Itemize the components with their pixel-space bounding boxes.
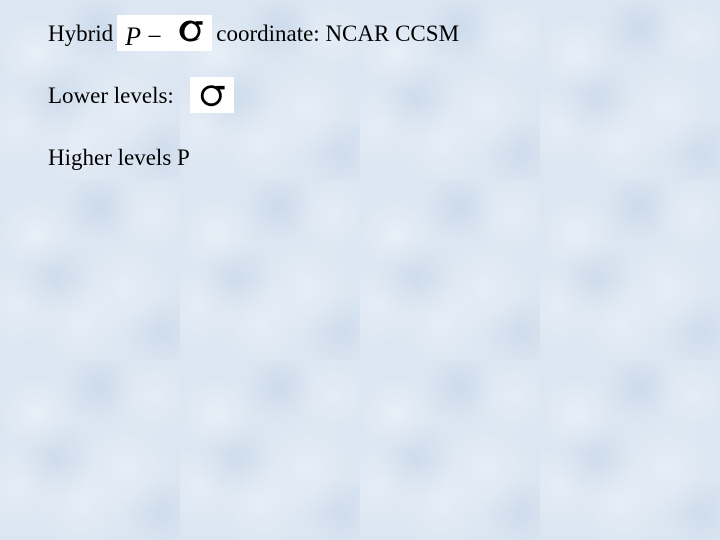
text-line-1: Hybrid P− coordinate: NCAR CCSM <box>48 16 459 50</box>
sigma-icon <box>176 17 204 45</box>
line2-part-a: Lower levels: <box>48 84 174 107</box>
sigma-icon <box>198 81 226 109</box>
formula-p-minus-sigma-glyphs: P− <box>125 17 204 50</box>
formula-sigma <box>190 77 234 113</box>
text-line-2: Lower levels: <box>48 78 238 112</box>
line1-part-b: coordinate: NCAR CCSM <box>216 22 459 45</box>
formula-p-minus-sigma: P− <box>117 15 212 51</box>
text-line-3: Higher levels P <box>48 140 190 174</box>
line3-text: Higher levels P <box>48 146 190 169</box>
line1-part-a: Hybrid <box>48 22 113 45</box>
